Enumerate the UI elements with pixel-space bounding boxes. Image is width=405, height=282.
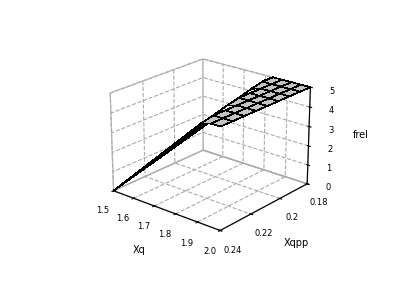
X-axis label: Xq: Xq [132,244,145,255]
Y-axis label: Xqpp: Xqpp [283,238,308,248]
